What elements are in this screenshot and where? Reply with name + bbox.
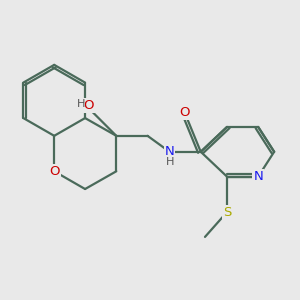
Text: O: O xyxy=(49,165,59,178)
Text: O: O xyxy=(179,106,190,119)
Text: O: O xyxy=(83,99,94,112)
Text: S: S xyxy=(223,206,231,219)
Text: H: H xyxy=(166,157,175,167)
Text: N: N xyxy=(165,145,174,158)
Text: H: H xyxy=(76,98,85,109)
Text: N: N xyxy=(253,170,263,183)
